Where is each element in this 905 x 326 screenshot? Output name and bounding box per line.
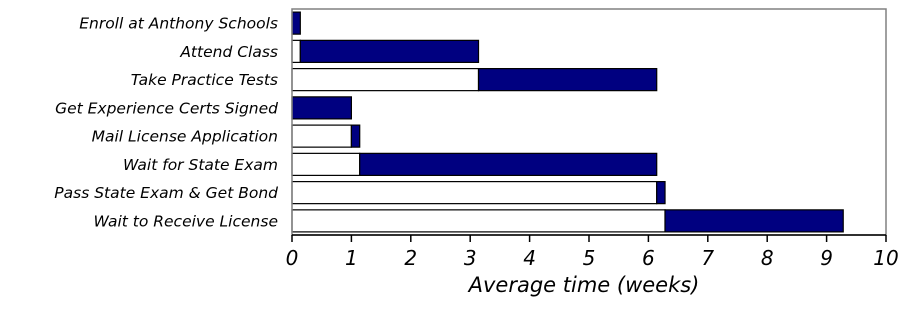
category-label: Get Experience Certs Signed bbox=[55, 99, 278, 117]
x-axis: 0 1 2 3 4 5 6 7 8 9 10 bbox=[286, 234, 899, 270]
bar-duration-4 bbox=[350, 124, 361, 148]
x-tick-label: 9 bbox=[820, 246, 833, 270]
bar-duration-1 bbox=[299, 39, 480, 63]
bar-offset-5 bbox=[291, 152, 361, 176]
bar-offset-6 bbox=[291, 181, 658, 205]
bar-duration-6 bbox=[656, 181, 666, 205]
category-label: Take Practice Tests bbox=[131, 71, 278, 89]
category-label: Wait to Receive License bbox=[93, 212, 278, 230]
category-label: Wait for State Exam bbox=[123, 156, 278, 174]
x-tick-label: 2 bbox=[404, 246, 417, 270]
x-tick-label: 4 bbox=[523, 246, 536, 270]
bar-duration-3 bbox=[291, 96, 353, 120]
x-tick-label: 1 bbox=[345, 246, 358, 270]
bar-offset-2 bbox=[291, 68, 480, 92]
bar-duration-5 bbox=[359, 152, 658, 176]
x-axis-title: Average time (weeks) bbox=[467, 273, 700, 297]
category-label: Attend Class bbox=[179, 43, 278, 61]
category-labels: Enroll at Anthony Schools Attend Class Tak… bbox=[54, 15, 278, 231]
category-label: Pass State Exam & Get Bond bbox=[54, 184, 278, 202]
x-tick-label: 8 bbox=[761, 246, 774, 270]
bar-offset-1 bbox=[291, 39, 301, 63]
x-tick-label: 6 bbox=[642, 246, 655, 270]
bar-duration-0 bbox=[291, 11, 301, 35]
x-tick-label: 10 bbox=[873, 246, 898, 270]
bar-offset-4 bbox=[291, 124, 353, 148]
x-tick-label: 3 bbox=[464, 246, 477, 270]
bar-offset-7 bbox=[291, 209, 666, 233]
bar-duration-2 bbox=[477, 68, 658, 92]
category-label: Mail License Application bbox=[92, 128, 278, 146]
x-tick-label: 5 bbox=[583, 246, 596, 270]
x-tick-label: 7 bbox=[701, 246, 714, 270]
x-tick-label: 0 bbox=[286, 246, 299, 270]
bar-duration-7 bbox=[664, 209, 844, 233]
category-label: Enroll at Anthony Schools bbox=[79, 15, 278, 33]
bars-group bbox=[291, 11, 844, 233]
